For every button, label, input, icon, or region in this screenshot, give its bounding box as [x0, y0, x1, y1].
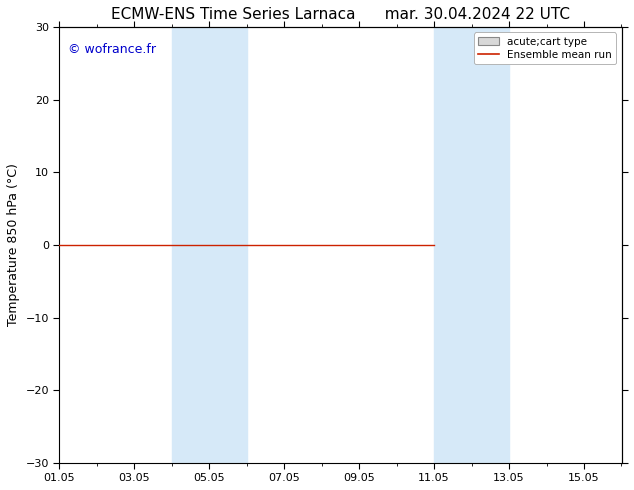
Legend: acute;cart type, Ensemble mean run: acute;cart type, Ensemble mean run [474, 32, 616, 64]
Y-axis label: Temperature 850 hPa (°C): Temperature 850 hPa (°C) [7, 164, 20, 326]
Bar [434, 27, 509, 463]
Title: ECMW-ENS Time Series Larnaca      mar. 30.04.2024 22 UTC: ECMW-ENS Time Series Larnaca mar. 30.04.… [111, 7, 570, 22]
Bar [172, 27, 247, 463]
Text: © wofrance.fr: © wofrance.fr [68, 43, 156, 55]
